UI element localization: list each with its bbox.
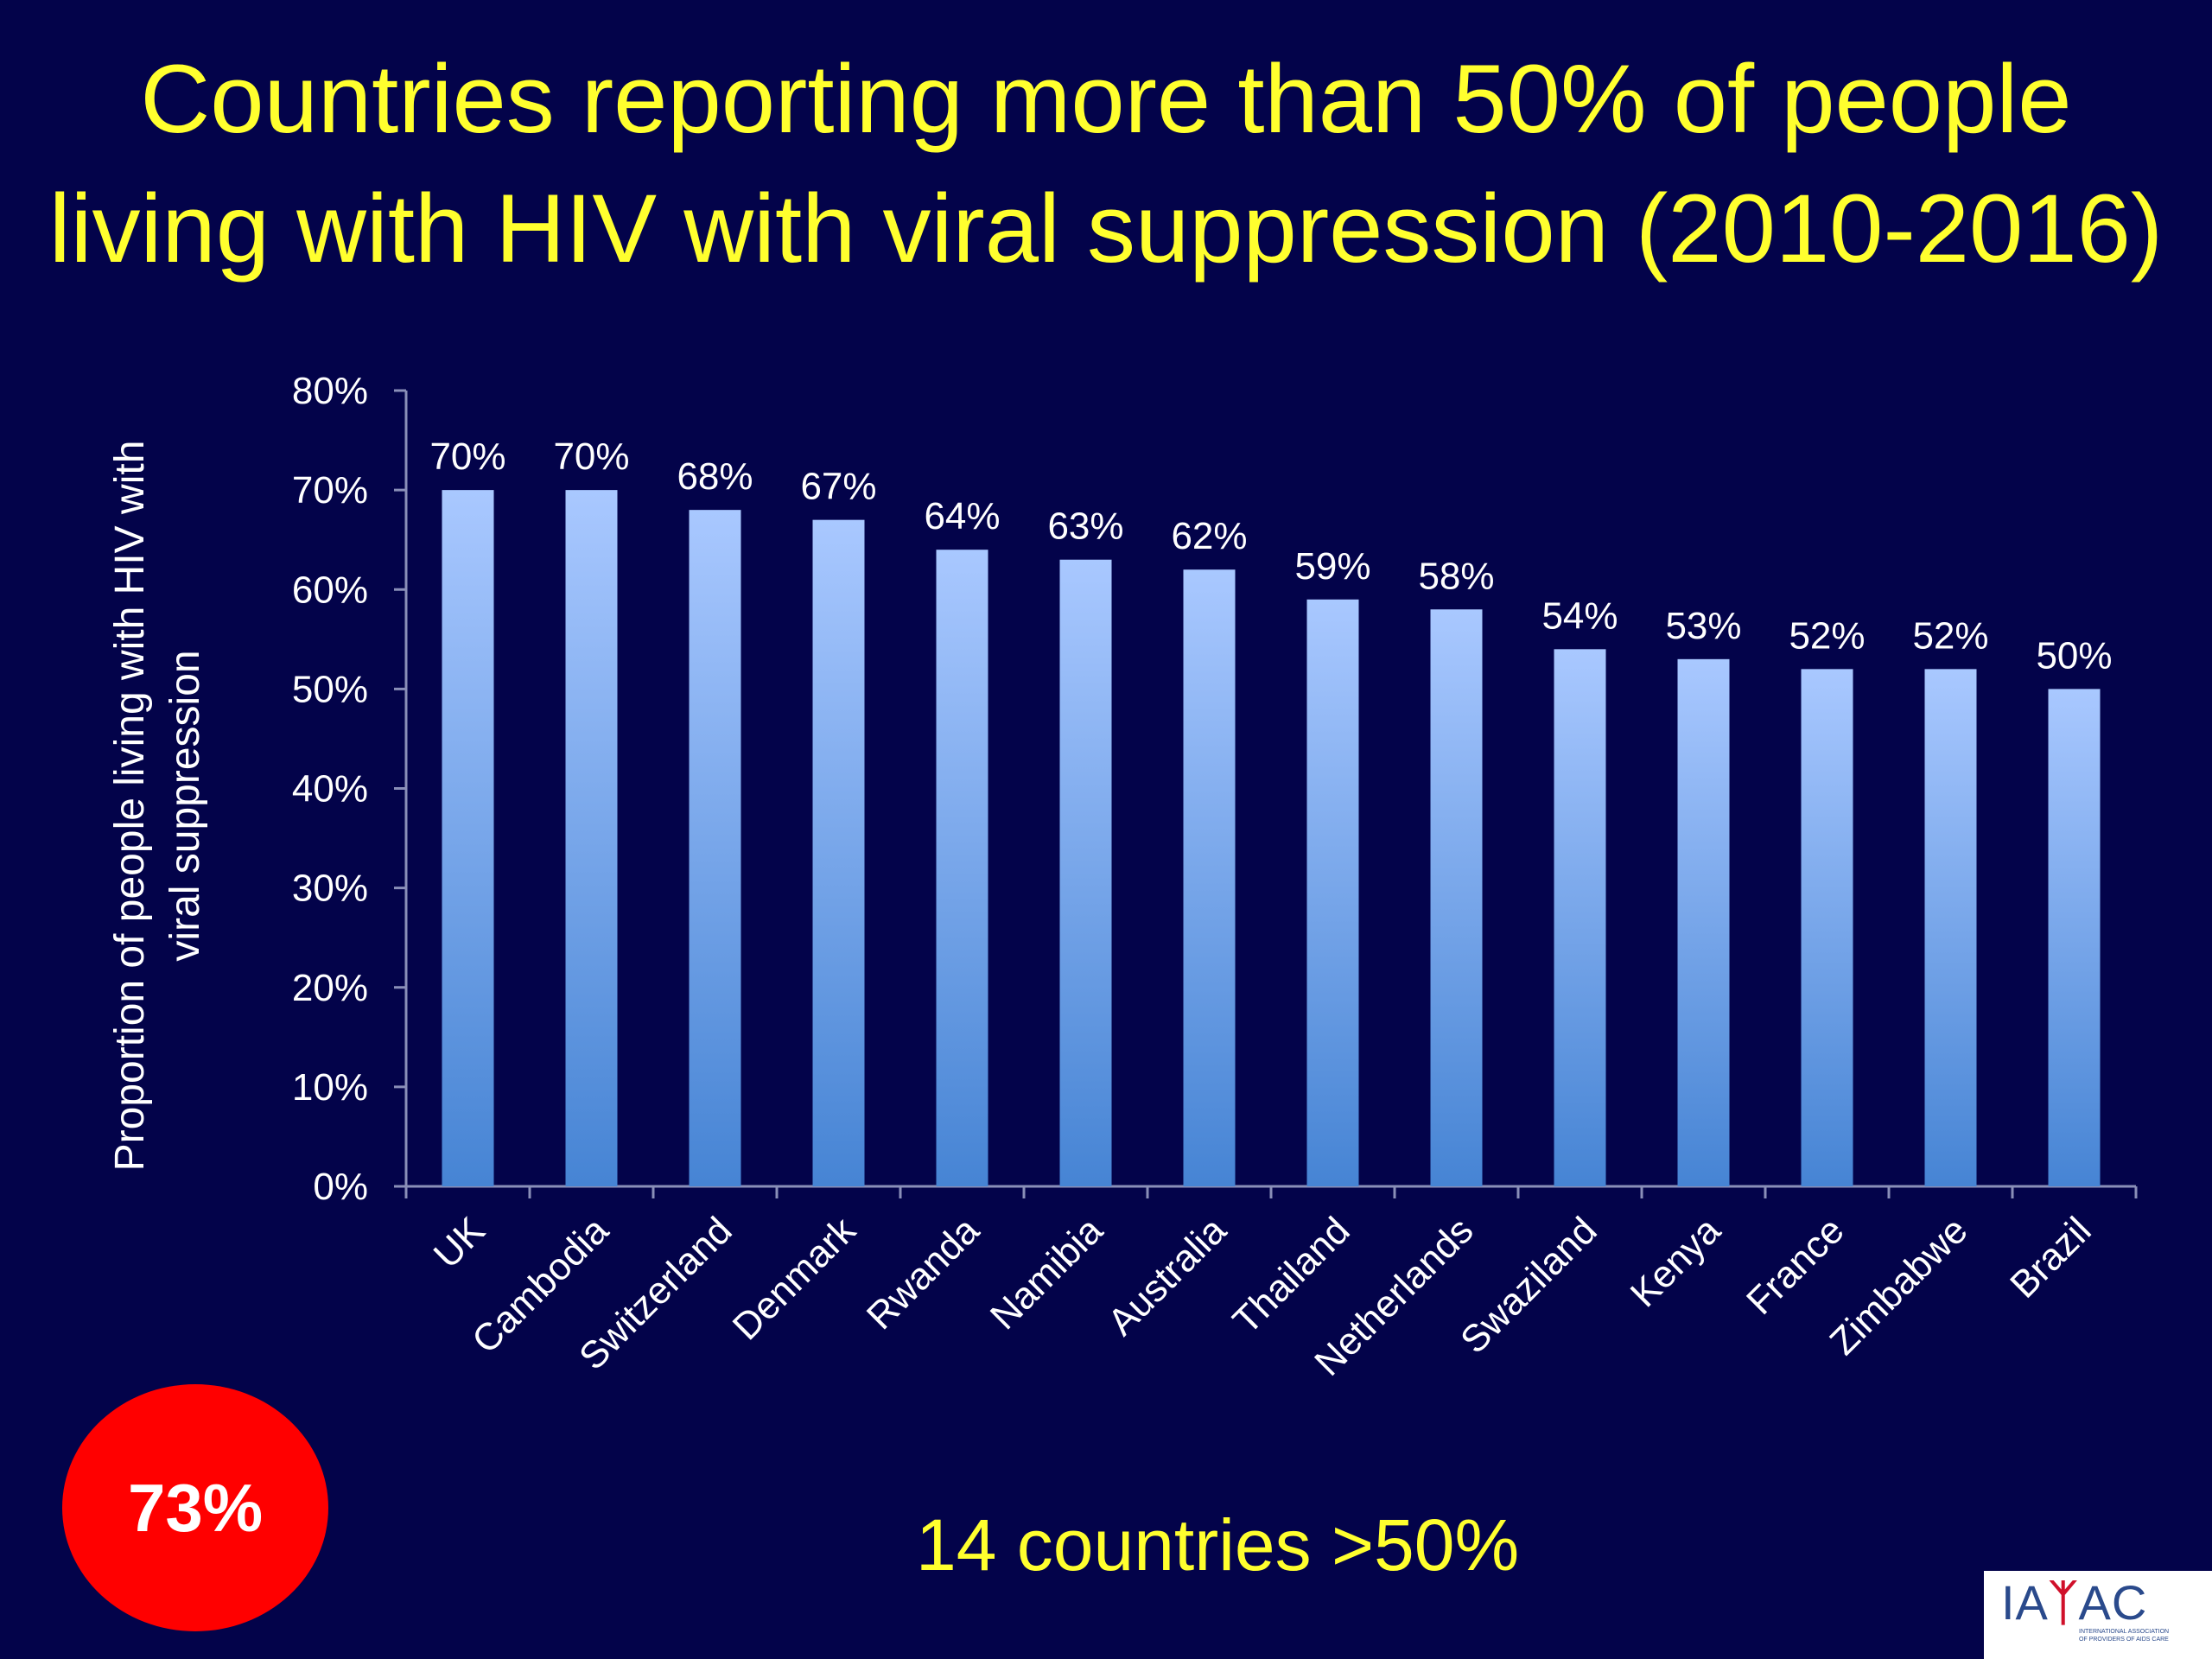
bar (1306, 599, 1359, 1186)
data-label: 64% (924, 495, 1000, 537)
y-tick-label: 40% (292, 768, 368, 810)
data-label: 63% (1047, 505, 1123, 548)
ribbon-icon: ᛉ (2048, 1575, 2079, 1630)
logo-word-right: AC (2078, 1575, 2148, 1630)
x-tick-label: France (1738, 1209, 1852, 1322)
data-label: 68% (677, 455, 753, 498)
slide-title: Countries reporting more than 50% of peo… (0, 35, 2212, 294)
bars (442, 490, 2101, 1186)
bar (1430, 609, 1483, 1186)
y-tick-label: 80% (292, 370, 368, 412)
y-tick-label: 30% (292, 868, 368, 910)
data-label: 67% (800, 466, 876, 508)
bar (812, 519, 865, 1186)
bar (1677, 658, 1730, 1186)
data-label: 59% (1294, 545, 1370, 588)
data-label: 70% (553, 435, 629, 478)
footer-note: 14 countries >50% (916, 1504, 1520, 1586)
x-tick-labels: UKCambodiaSwitzerlandDenmarkRwandaNamibi… (426, 1209, 2100, 1384)
data-label: 52% (1912, 614, 1988, 657)
bar (442, 490, 494, 1186)
bar (1924, 669, 1977, 1186)
y-tick-label: 0% (313, 1166, 368, 1208)
data-label: 52% (1789, 614, 1865, 657)
logo-subtitle-1: INTERNATIONAL ASSOCIATION (2079, 1629, 2170, 1635)
x-tick-label: Australia (1100, 1209, 1235, 1344)
iapac-logo: IAᛉAC INTERNATIONAL ASSOCIATION OF PROVI… (1984, 1571, 2212, 1659)
y-axis-label: Proportion of people living with HIV wit… (107, 441, 208, 1172)
value-labels: 70% 70% 68% 67% 64% 63% 62% 59% 58% 54% 53% 52% 52% 5… (429, 435, 2112, 677)
x-tick-label: Namibia (982, 1209, 1111, 1338)
logo-word-left: IA (2001, 1575, 2049, 1630)
y-tick-labels: 0% 10% 20% 30% 40% 50% 60% 70% 80% (292, 370, 368, 1208)
x-tick-label: Denmark (725, 1209, 865, 1349)
percentage-badge: 73% (62, 1384, 328, 1631)
logo-wordmark: IAᛉAC (2001, 1578, 2202, 1628)
bar (1801, 669, 1853, 1186)
bar (2048, 689, 2101, 1186)
x-tick-label: UK (426, 1209, 493, 1276)
title-line-2: living with HIV with viral suppression (… (48, 175, 2164, 283)
data-label: 70% (429, 435, 505, 478)
bar (565, 490, 618, 1186)
y-axis-label-line-1: Proportion of people living with HIV wit… (107, 441, 153, 1172)
logo-subtitle-2: OF PROVIDERS OF AIDS CARE (2079, 1637, 2169, 1643)
bar (1183, 569, 1236, 1186)
bar (689, 510, 741, 1186)
title-line-1: Countries reporting more than 50% of peo… (140, 45, 2072, 153)
data-label: 50% (2036, 634, 2112, 677)
x-tick-label: Rwanda (859, 1209, 988, 1338)
bar (1059, 559, 1112, 1186)
bar (936, 550, 988, 1186)
y-tick-label: 10% (292, 1066, 368, 1109)
data-label: 58% (1418, 555, 1494, 597)
y-tick-label: 20% (292, 967, 368, 1009)
data-label: 53% (1665, 605, 1741, 647)
y-tick-label: 70% (292, 469, 368, 512)
data-label: 62% (1171, 515, 1247, 557)
x-tick-label: Brazil (2002, 1209, 2099, 1306)
axes (394, 389, 2138, 1198)
x-tick-label: Kenya (1623, 1209, 1729, 1315)
data-label: 54% (1541, 594, 1618, 637)
y-axis-label-line-2: viral suppression (162, 650, 208, 961)
y-axis-label-group: Proportion of people living with HIV wit… (107, 441, 208, 1172)
x-tick-label: Swaziland (1452, 1209, 1605, 1361)
bar (1554, 649, 1606, 1186)
y-tick-label: 60% (292, 569, 368, 611)
y-tick-label: 50% (292, 668, 368, 710)
